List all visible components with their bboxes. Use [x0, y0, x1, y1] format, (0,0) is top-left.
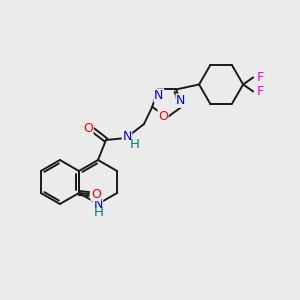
- Text: N: N: [176, 94, 185, 107]
- Text: O: O: [83, 122, 93, 134]
- Text: F: F: [256, 85, 264, 98]
- Text: N: N: [154, 89, 164, 102]
- Text: O: O: [158, 110, 168, 123]
- Text: N: N: [122, 130, 132, 142]
- Text: O: O: [91, 188, 101, 200]
- Text: H: H: [130, 137, 140, 151]
- Text: N: N: [93, 199, 103, 212]
- Text: F: F: [256, 71, 264, 84]
- Text: H: H: [94, 206, 104, 220]
